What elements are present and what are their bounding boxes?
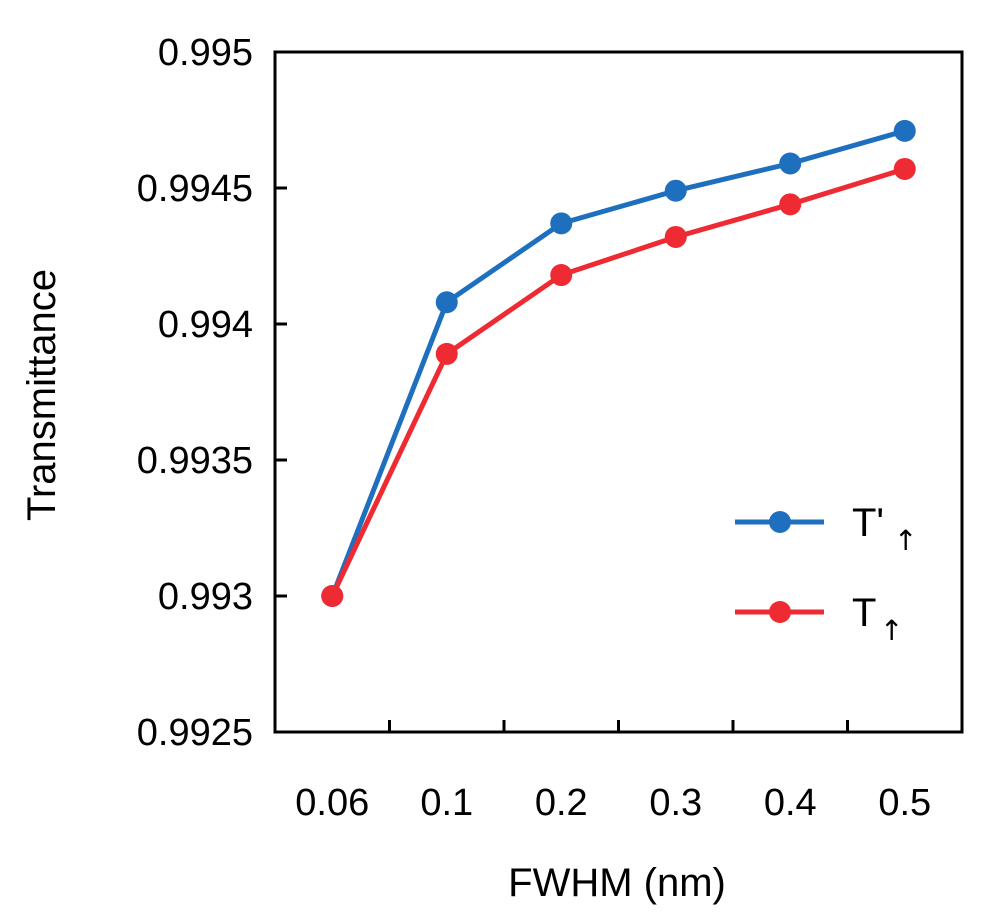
data-point-series-1 <box>550 264 573 287</box>
y-tick-label: 0.9935 <box>137 440 253 482</box>
y-tick-label: 0.9945 <box>137 168 253 210</box>
legend-label-1: T <box>852 591 876 635</box>
x-tick-label: 0.06 <box>295 782 369 824</box>
data-point-series-0 <box>664 179 687 202</box>
data-point-series-1 <box>664 225 687 248</box>
data-point-series-0 <box>893 119 916 142</box>
data-point-series-1 <box>779 193 802 216</box>
x-tick-label: 0.1 <box>420 782 473 824</box>
legend-marker-1 <box>769 601 791 623</box>
data-point-series-1 <box>893 157 916 180</box>
x-axis-title: FWHM (nm) <box>508 861 726 905</box>
data-point-series-0 <box>435 291 458 314</box>
x-tick-label: 0.3 <box>649 782 702 824</box>
legend-marker-0 <box>769 511 791 533</box>
y-axis-title: Transmittance <box>20 269 64 521</box>
y-tick-label: 0.993 <box>158 576 253 618</box>
x-tick-label: 0.5 <box>878 782 931 824</box>
y-tick-label: 0.995 <box>158 32 253 74</box>
data-point-series-0 <box>779 152 802 175</box>
x-tick-label: 0.4 <box>764 782 817 824</box>
data-point-series-1 <box>321 585 344 607</box>
legend-label-subscript-1: ↑ <box>880 614 903 647</box>
data-point-series-0 <box>550 212 573 235</box>
data-point-series-1 <box>435 342 458 365</box>
series-line-1 <box>330 166 906 598</box>
series-line-0 <box>329 128 906 597</box>
y-tick-label: 0.994 <box>158 304 253 346</box>
x-tick-label: 0.2 <box>535 782 588 824</box>
legend-label-subscript-0: ↑ <box>894 524 917 557</box>
y-tick-label: 0.9925 <box>137 712 253 754</box>
legend-label-0: T' <box>852 501 884 545</box>
